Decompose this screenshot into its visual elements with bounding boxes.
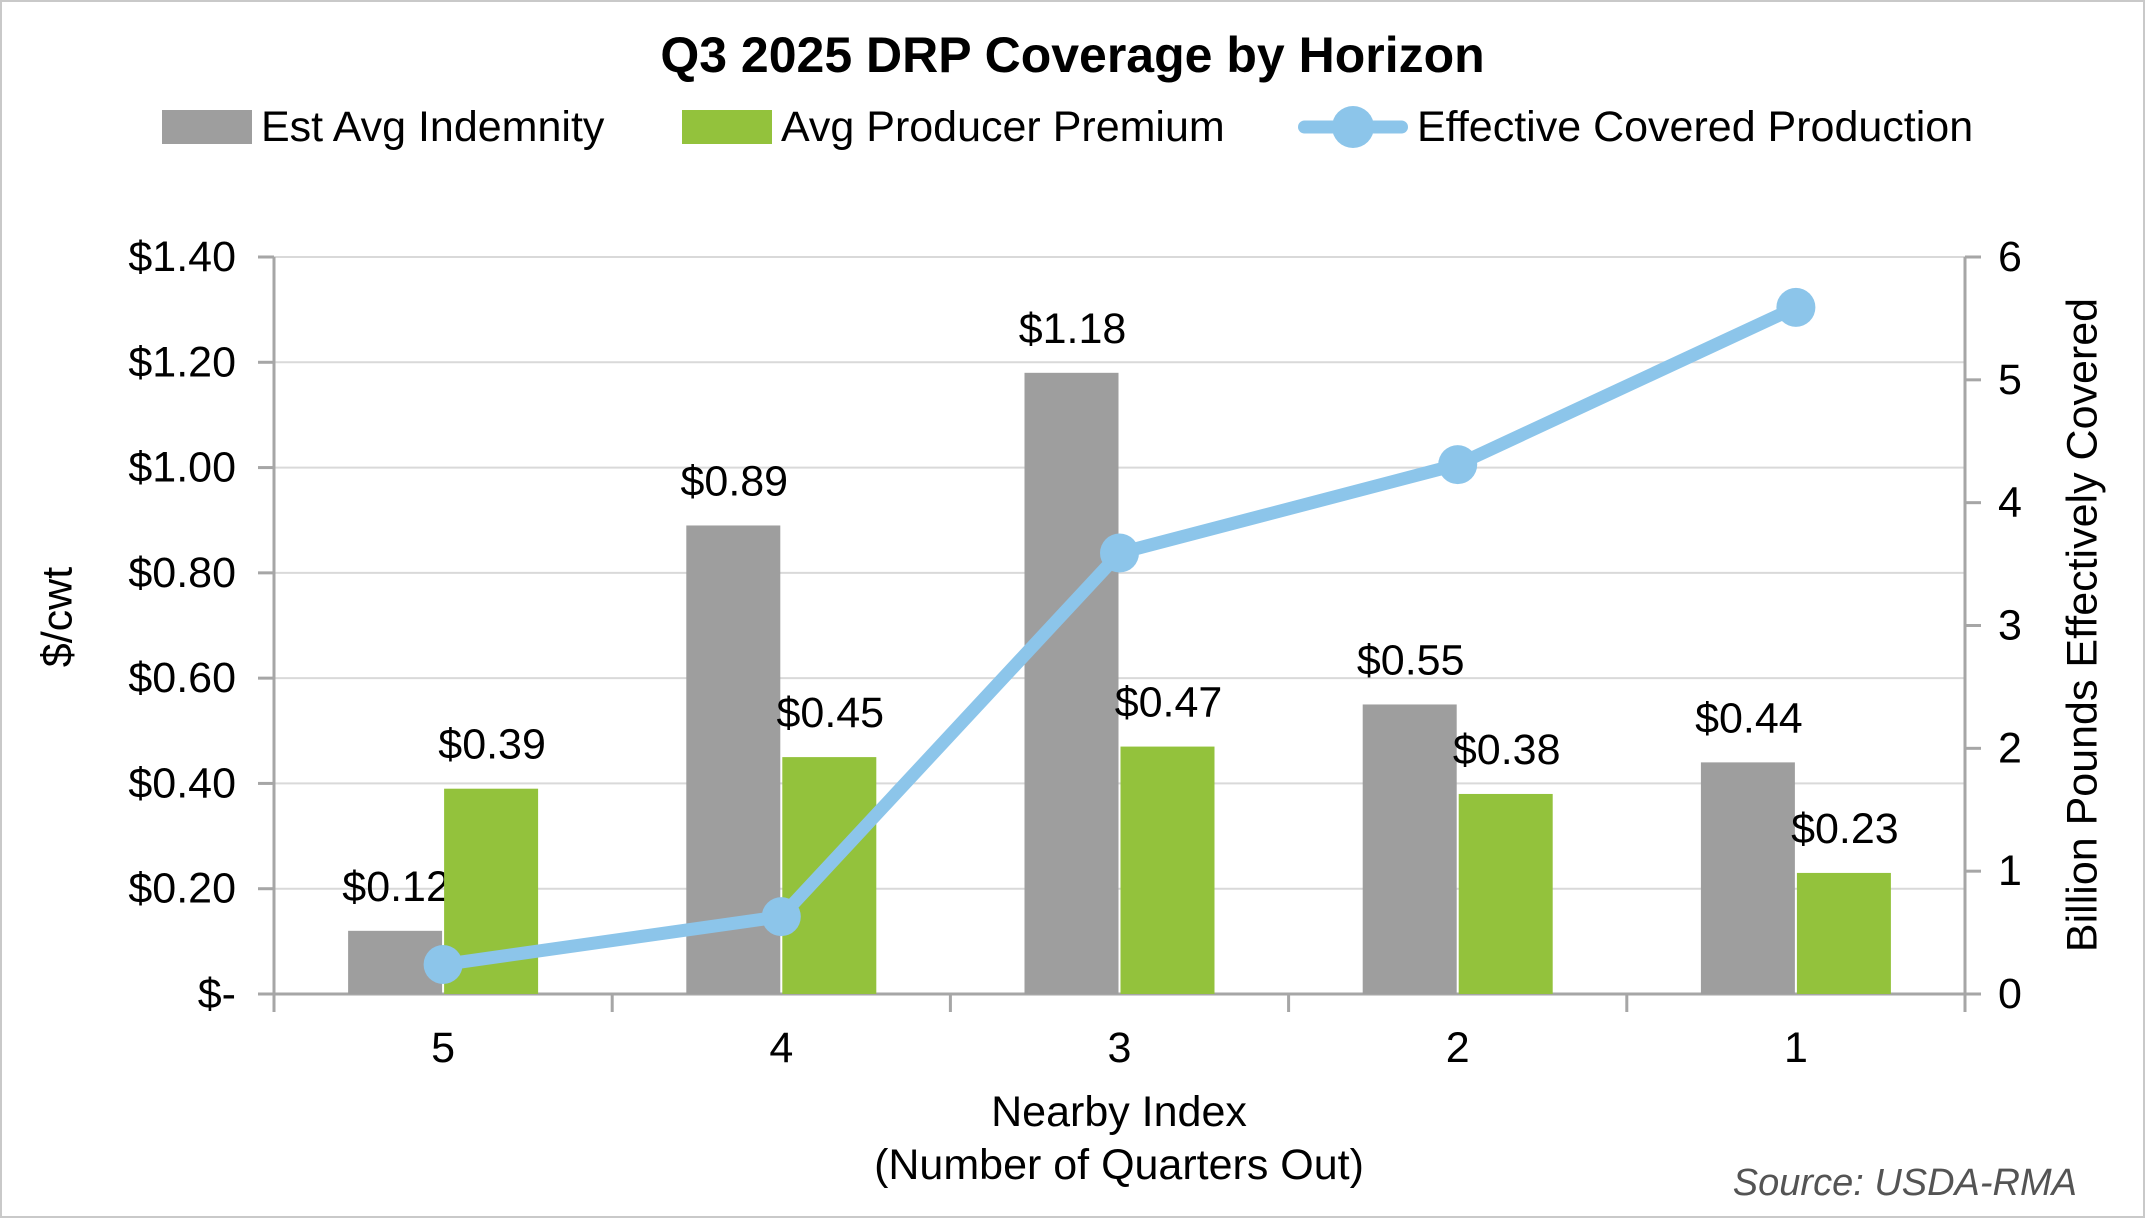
- bar-data-label: $0.44: [1695, 694, 1803, 742]
- left-axis-tick-label: $1.20: [128, 338, 236, 386]
- right-axis-tick-label: 2: [1998, 724, 2022, 772]
- source-note: Source: USDA-RMA: [1732, 1162, 2077, 1204]
- x-axis-category-label: 3: [1108, 1024, 1132, 1072]
- legend-label: Avg Producer Premium: [781, 102, 1225, 151]
- line-marker-2: [1438, 445, 1478, 485]
- right-axis-tick-label: 4: [1998, 479, 2022, 527]
- gray-bar-swatch-icon: [162, 110, 252, 144]
- left-axis-tick-label: $0.20: [128, 865, 236, 913]
- x-axis-category-label: 2: [1446, 1024, 1470, 1072]
- bar-premium-2: [1458, 793, 1553, 994]
- bar-data-label: $0.23: [1791, 805, 1899, 853]
- legend-item-est-avg-indemnity: Est Avg Indemnity: [162, 100, 604, 154]
- right-axis-tick-label: 6: [1998, 233, 2022, 281]
- right-axis-tick-label: 3: [1998, 602, 2022, 650]
- line-marker-3: [1100, 533, 1139, 573]
- left-axis-tick-label: $0.60: [128, 654, 236, 702]
- bar-data-label: $0.38: [1453, 726, 1561, 774]
- bar-premium-4: [782, 757, 877, 994]
- bar-data-label: $1.18: [1019, 305, 1127, 353]
- line-marker-4: [761, 897, 801, 937]
- left-axis-tick-label: $1.40: [128, 233, 236, 281]
- bar-premium-3: [1120, 746, 1215, 994]
- right-axis-tick-label: 0: [1998, 970, 2022, 1018]
- legend-line-dot: [1332, 106, 1374, 148]
- left-axis-tick-label: $1.00: [128, 444, 236, 492]
- x-axis-category-label: 4: [769, 1024, 793, 1072]
- right-axis-tick-label: 1: [1998, 847, 2022, 895]
- bar-indemnity-3: [1024, 372, 1119, 994]
- x-axis-category-label: 5: [431, 1024, 455, 1072]
- line-marker-1: [1776, 287, 1816, 327]
- green-bar-swatch-icon: [682, 110, 772, 144]
- right-axis-tick-label: 5: [1998, 356, 2022, 404]
- bar-data-label: $0.47: [1115, 679, 1223, 727]
- x-axis-title-line2: (Number of Quarters Out): [874, 1141, 1364, 1189]
- legend: Est Avg Indemnity Avg Producer Premium E…: [2, 100, 2143, 154]
- bar-indemnity-2: [1362, 704, 1457, 994]
- bar-data-label: $0.55: [1357, 636, 1465, 684]
- chart-title: Q3 2025 DRP Coverage by Horizon: [660, 27, 1485, 83]
- x-axis-category-label: 1: [1784, 1024, 1808, 1072]
- bar-data-label: $0.12: [342, 863, 450, 911]
- x-axis-title-line1: Nearby Index: [991, 1088, 1247, 1136]
- bar-data-label: $0.39: [438, 721, 546, 769]
- bar-indemnity-1: [1700, 762, 1795, 994]
- bar-premium-1: [1796, 872, 1891, 994]
- covered-production-line: [436, 300, 1803, 972]
- bar-data-label: $0.89: [680, 457, 788, 505]
- blue-line-swatch-icon: [1298, 106, 1408, 148]
- legend-item-avg-producer-premium: Avg Producer Premium: [682, 100, 1225, 154]
- legend-label: Effective Covered Production: [1417, 102, 1974, 151]
- left-axis-tick-label: $0.80: [128, 549, 236, 597]
- bar-data-label: $0.45: [776, 689, 884, 737]
- left-axis-tick-label: $-: [198, 970, 236, 1018]
- legend-label: Est Avg Indemnity: [261, 102, 605, 151]
- line-marker-5: [423, 945, 463, 985]
- legend-item-effective-covered-production: Effective Covered Production: [1298, 100, 1973, 154]
- left-axis-tick-label: $0.40: [128, 759, 236, 807]
